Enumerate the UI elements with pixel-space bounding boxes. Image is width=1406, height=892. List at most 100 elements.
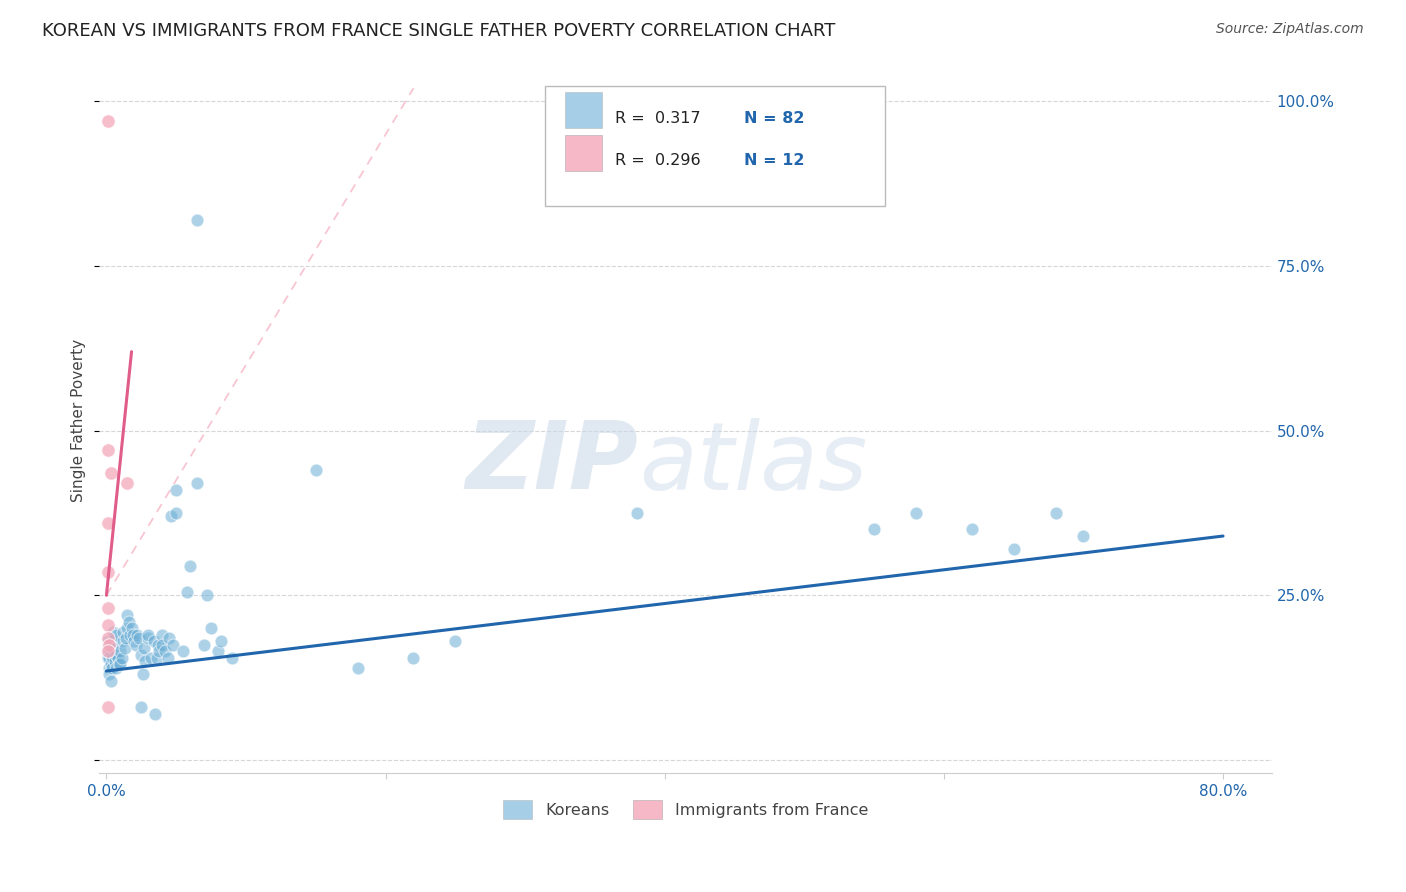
Point (97, 644, 120, 658)
Text: KOREAN VS IMMIGRANTS FROM FRANCE SINGLE FATHER POVERTY CORRELATION CHART: KOREAN VS IMMIGRANTS FROM FRANCE SINGLE … (42, 22, 835, 40)
Point (97, 651, 120, 665)
Point (122, 628, 145, 642)
FancyBboxPatch shape (546, 87, 884, 206)
Point (128, 631, 150, 645)
Text: R =  0.296: R = 0.296 (616, 153, 702, 168)
Point (97, 634, 120, 648)
Point (97, 631, 120, 645)
Point (165, 506, 187, 520)
Point (142, 634, 165, 648)
Point (148, 644, 170, 658)
Point (112, 634, 135, 648)
Point (114, 640, 136, 655)
Point (97, 566, 120, 580)
Point (100, 673, 122, 688)
Point (863, 523, 886, 537)
Point (110, 644, 132, 658)
Point (165, 483, 187, 497)
Point (305, 463, 328, 477)
Point (1073, 529, 1095, 543)
FancyBboxPatch shape (565, 93, 602, 128)
Point (346, 661, 368, 675)
Point (104, 654, 127, 668)
Point (115, 631, 138, 645)
Point (97, 516, 120, 530)
Point (131, 667, 153, 681)
Point (200, 621, 222, 635)
Point (143, 706, 166, 721)
Point (118, 615, 141, 629)
Point (127, 628, 149, 642)
Y-axis label: Single Father Poverty: Single Father Poverty (72, 339, 86, 502)
Point (105, 648, 128, 662)
Point (98, 661, 121, 675)
Point (145, 651, 167, 665)
Point (97, 114, 120, 128)
Text: ZIP: ZIP (465, 417, 638, 509)
Point (111, 651, 134, 665)
Point (139, 651, 162, 665)
Point (186, 476, 208, 491)
Text: N = 82: N = 82 (744, 111, 804, 126)
FancyBboxPatch shape (565, 135, 602, 170)
Point (98, 638, 121, 652)
Point (162, 638, 184, 652)
Point (117, 621, 139, 635)
Point (444, 634, 467, 648)
Point (104, 628, 127, 642)
Point (193, 638, 215, 652)
Point (98, 667, 121, 681)
Text: R =  0.317: R = 0.317 (616, 111, 702, 126)
Point (221, 651, 243, 665)
Point (131, 700, 153, 714)
Text: atlas: atlas (638, 417, 868, 508)
Point (207, 644, 229, 658)
Point (107, 651, 129, 665)
Point (195, 588, 218, 602)
Point (156, 651, 179, 665)
Point (150, 638, 173, 652)
Point (103, 624, 125, 639)
Point (159, 509, 181, 524)
Point (97, 443, 120, 458)
Point (105, 661, 128, 675)
Point (153, 644, 176, 658)
Point (136, 631, 159, 645)
Point (1002, 542, 1025, 557)
Point (100, 648, 122, 662)
Point (117, 476, 139, 491)
Point (150, 628, 173, 642)
Point (97, 648, 120, 662)
Point (121, 621, 143, 635)
Point (176, 585, 198, 599)
Text: Source: ZipAtlas.com: Source: ZipAtlas.com (1216, 22, 1364, 37)
Point (626, 506, 648, 520)
Point (101, 651, 124, 665)
Point (108, 657, 131, 672)
Point (402, 651, 425, 665)
Point (136, 628, 159, 642)
Point (101, 661, 124, 675)
Legend: Koreans, Immigrants from France: Koreans, Immigrants from France (496, 794, 875, 825)
Point (904, 506, 927, 520)
Point (186, 213, 208, 227)
Point (100, 657, 122, 672)
Point (131, 648, 153, 662)
Point (110, 657, 132, 672)
Text: N = 12: N = 12 (744, 153, 804, 168)
Point (97, 700, 120, 714)
Point (103, 634, 125, 648)
Point (97, 618, 120, 632)
Point (97, 601, 120, 615)
Point (98, 651, 121, 665)
Point (112, 624, 135, 639)
Point (125, 638, 148, 652)
Point (960, 523, 983, 537)
Point (120, 628, 142, 642)
Point (134, 654, 156, 668)
Point (97, 640, 120, 655)
Point (157, 631, 180, 645)
Point (172, 644, 194, 658)
Point (100, 467, 122, 481)
Point (1045, 506, 1067, 520)
